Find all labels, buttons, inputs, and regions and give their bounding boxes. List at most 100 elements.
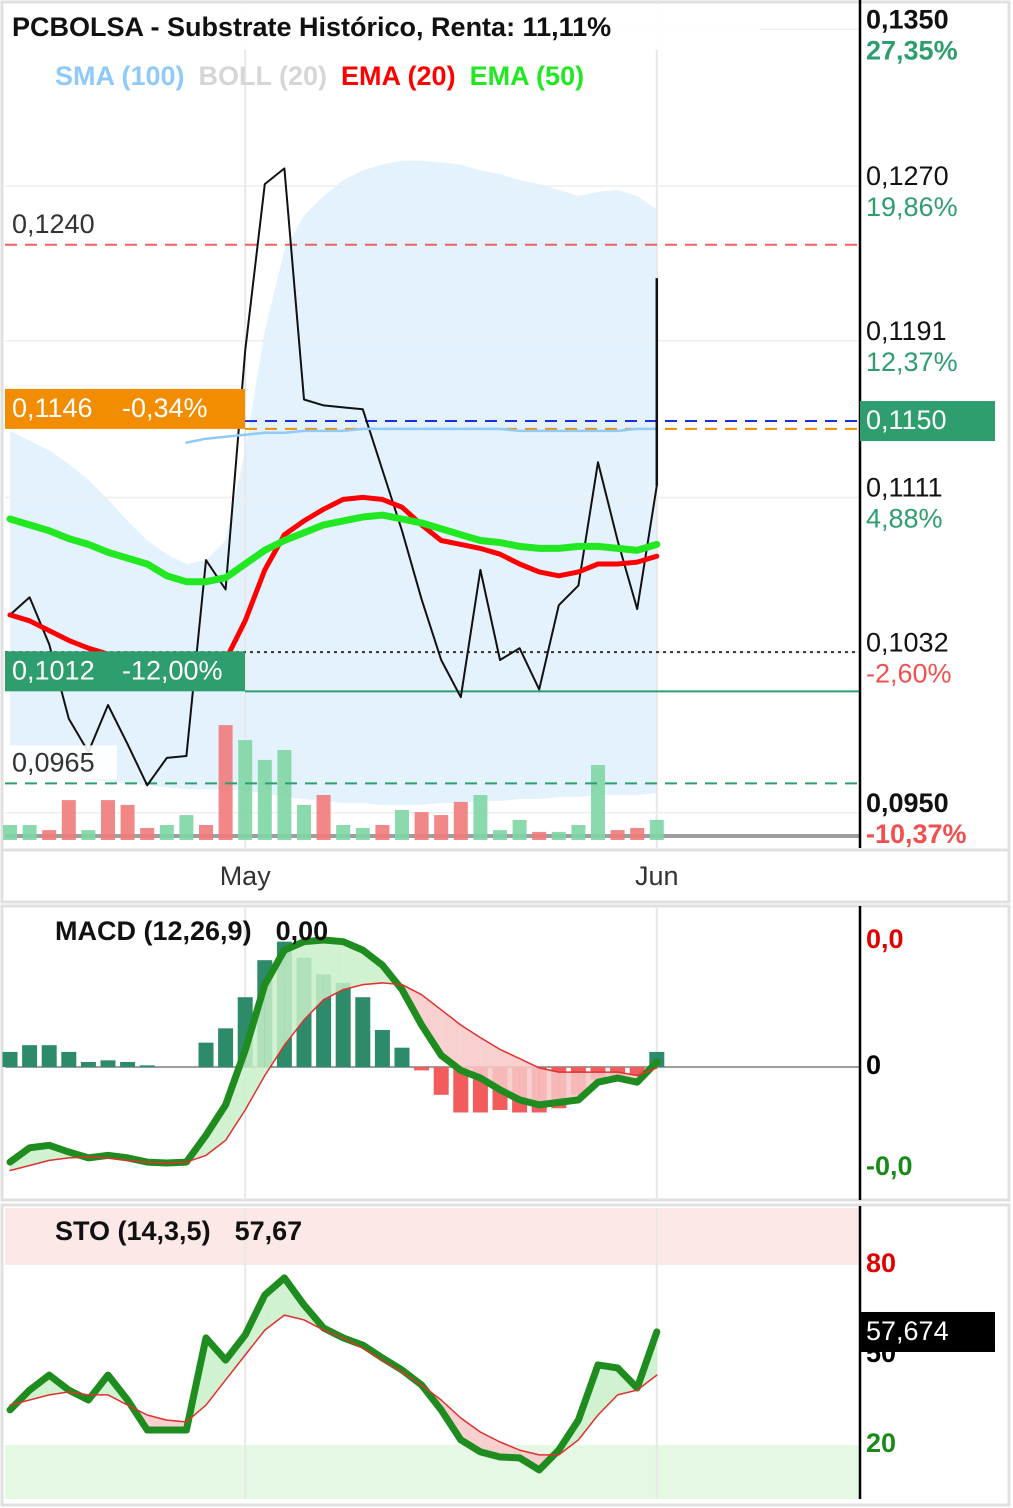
volume-bar xyxy=(473,795,488,840)
indicator-line xyxy=(185,427,659,444)
volume-bar xyxy=(336,825,351,840)
indicator-line xyxy=(6,511,661,586)
data-line xyxy=(9,167,658,787)
x-tick-label: Jun xyxy=(635,861,679,891)
fill-between xyxy=(558,1072,579,1103)
histogram-bar xyxy=(80,1061,96,1068)
y-tick-label: 0,1032 xyxy=(866,627,949,657)
fill-between xyxy=(362,950,383,985)
volume-bar xyxy=(591,765,605,840)
volume-bar xyxy=(101,800,115,840)
y-tick-change: -10,37% xyxy=(866,819,967,849)
level-label: 0,1012 xyxy=(12,655,95,685)
histogram-bar xyxy=(629,1067,645,1076)
histogram-bar xyxy=(335,982,351,1068)
level-change: -12,00% xyxy=(122,655,223,685)
zone xyxy=(5,1445,860,1499)
volume-bar xyxy=(551,831,566,840)
histogram-bar xyxy=(22,1045,38,1068)
y-tick-label: 20 xyxy=(866,1428,896,1458)
title-bg xyxy=(4,4,760,50)
volume-bar xyxy=(355,828,370,840)
fill-between xyxy=(500,1049,520,1100)
fill-between xyxy=(460,1024,481,1078)
volume-bar xyxy=(81,830,96,840)
y-tick-label: 0,0950 xyxy=(866,788,949,818)
y-tick-label: 0,1111 xyxy=(866,473,943,503)
x-axis-band xyxy=(0,848,1011,904)
volume-bar xyxy=(610,830,625,840)
histogram-bar xyxy=(218,1028,234,1068)
data-line xyxy=(9,1314,658,1456)
volume-bar xyxy=(42,830,57,840)
level-label-bg xyxy=(5,745,117,780)
volume-bar xyxy=(512,819,527,840)
y-tick-label: 0,1191 xyxy=(866,316,947,346)
chart-title: PCBOLSA - Substrate Histórico, Renta: 11… xyxy=(12,12,611,42)
legend-entry: EMA (20) xyxy=(341,61,456,91)
level-label: 0,0965 xyxy=(12,747,95,777)
level-label-box xyxy=(5,651,245,692)
current-value-box xyxy=(860,401,995,442)
y-tick-change: 12,37% xyxy=(866,347,958,377)
level-label: 0,1240 xyxy=(12,209,95,239)
panel-value: 57,67 xyxy=(235,1216,303,1246)
zone xyxy=(5,1208,860,1265)
volume-bar xyxy=(120,804,135,840)
level-change: -0,34% xyxy=(122,393,208,423)
histogram-bar xyxy=(139,1065,155,1068)
data-line xyxy=(9,982,658,1172)
volume-bar xyxy=(61,800,76,840)
histogram-bar xyxy=(394,1047,410,1068)
fill-between xyxy=(323,939,344,1000)
volume-bar xyxy=(22,825,37,840)
volume-bar xyxy=(257,759,272,840)
y-tick-change: -2,60% xyxy=(866,658,952,688)
y-tick-label: 0 xyxy=(866,1050,881,1080)
volume-bar xyxy=(434,815,449,840)
panel-title: MACD (12,26,9) xyxy=(55,916,252,946)
fill-between xyxy=(284,941,304,1046)
fill-between xyxy=(421,994,442,1056)
volume-bar xyxy=(140,828,155,840)
y-tick-label: 0,0 xyxy=(866,924,904,954)
histogram-bar xyxy=(2,1051,18,1068)
histogram-bar xyxy=(355,997,371,1068)
level-label-box xyxy=(5,388,245,429)
fill-between xyxy=(519,1058,540,1105)
histogram-bar xyxy=(100,1060,116,1068)
y-tick-label: 80 xyxy=(866,1248,896,1278)
legend-entry: EMA (50) xyxy=(470,61,585,91)
fill-between xyxy=(539,1067,559,1105)
volume-bar xyxy=(277,750,292,840)
level-label: 0,1146 xyxy=(12,393,93,423)
histogram-bar xyxy=(120,1061,136,1068)
volume-bar xyxy=(238,740,253,840)
volume-bar xyxy=(316,795,331,840)
histogram-bar xyxy=(61,1051,77,1068)
y-tick-change: 4,88% xyxy=(866,504,943,534)
data-line xyxy=(6,1274,661,1474)
volume-bar xyxy=(297,804,311,840)
volume-bar xyxy=(199,825,213,840)
volume-bar xyxy=(159,825,174,840)
volume-bar xyxy=(414,812,429,840)
histogram-bar xyxy=(374,1030,390,1068)
volume-bar xyxy=(375,825,390,840)
fill-between xyxy=(460,1418,481,1452)
volume-bar xyxy=(532,831,547,840)
histogram-bar xyxy=(453,1067,469,1113)
volume-bar xyxy=(3,825,17,840)
fill-between xyxy=(598,1364,618,1415)
histogram-bar xyxy=(610,1067,626,1076)
panel-title: STO (14,3,5) xyxy=(55,1216,211,1246)
histogram-bar xyxy=(41,1045,57,1068)
volume-bar xyxy=(179,815,194,840)
fill-between xyxy=(245,984,265,1110)
level-label-bg xyxy=(5,206,117,241)
volume-bar xyxy=(453,801,468,840)
volume-bar xyxy=(649,819,664,840)
volume-bar xyxy=(630,828,645,840)
